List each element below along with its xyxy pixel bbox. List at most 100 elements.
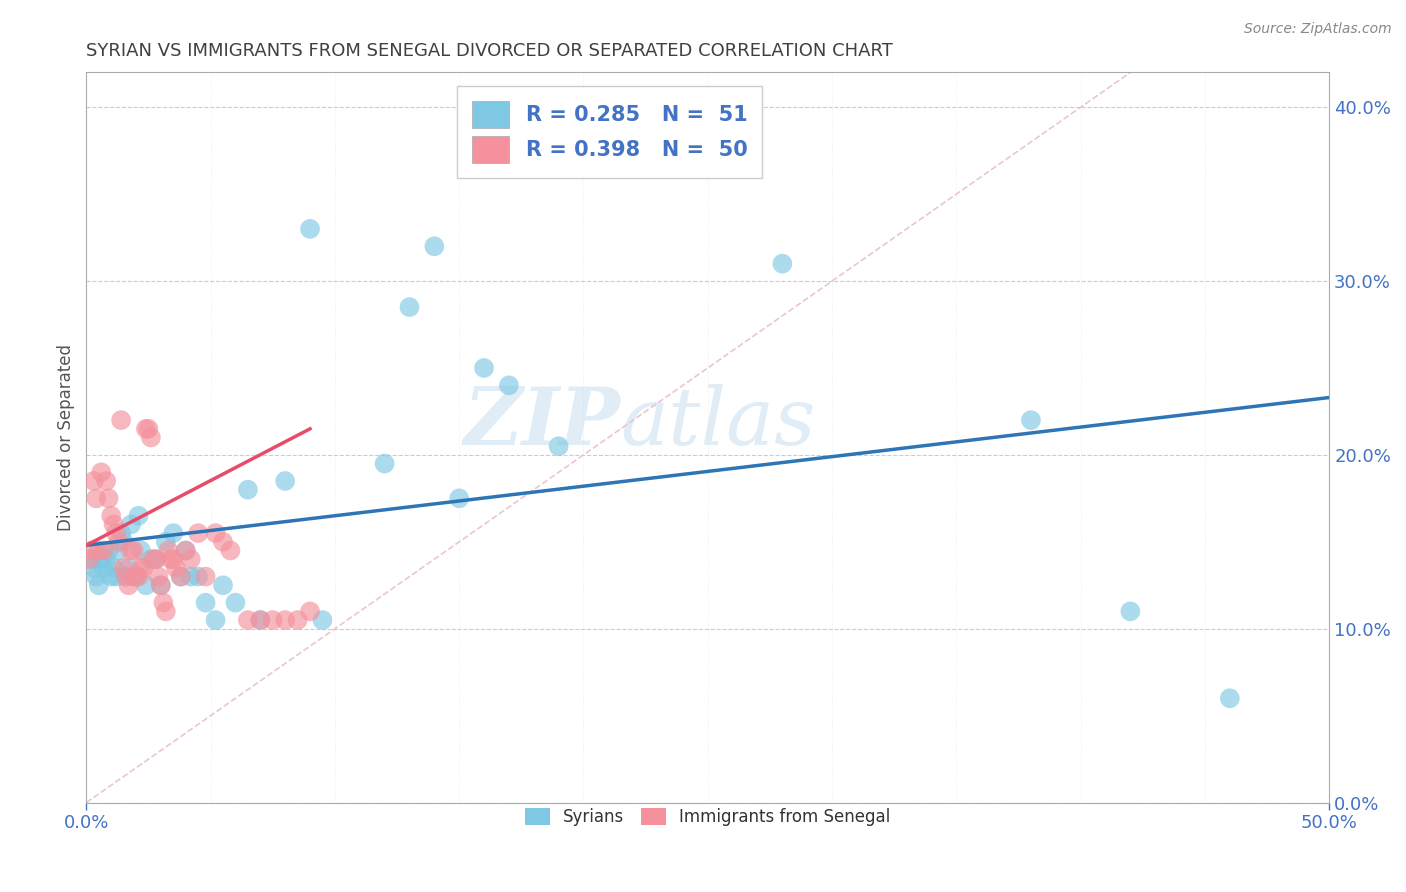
Point — [157, 543, 180, 558]
Point — [249, 613, 271, 627]
Point — [204, 526, 226, 541]
Text: atlas: atlas — [621, 384, 815, 462]
Point — [219, 543, 242, 558]
Point — [122, 543, 145, 558]
Point — [103, 561, 125, 575]
Point — [80, 543, 103, 558]
Point — [135, 578, 157, 592]
Point — [498, 378, 520, 392]
Point — [93, 561, 115, 575]
Point — [162, 552, 184, 566]
Point — [83, 561, 105, 575]
Point — [299, 222, 322, 236]
Point — [139, 430, 162, 444]
Point — [249, 613, 271, 627]
Point — [93, 543, 115, 558]
Point — [138, 422, 160, 436]
Point — [187, 569, 209, 583]
Point — [287, 613, 309, 627]
Point — [96, 474, 118, 488]
Y-axis label: Divorced or Separated: Divorced or Separated — [58, 344, 75, 531]
Point — [87, 543, 110, 558]
Point — [145, 552, 167, 566]
Point — [155, 534, 177, 549]
Point — [128, 508, 150, 523]
Point — [180, 569, 202, 583]
Point — [149, 578, 172, 592]
Point — [159, 552, 181, 566]
Point — [170, 569, 193, 583]
Point — [105, 526, 128, 541]
Point — [105, 569, 128, 583]
Point — [148, 569, 170, 583]
Point — [142, 552, 165, 566]
Point — [120, 543, 142, 558]
Point — [110, 413, 132, 427]
Point — [274, 474, 297, 488]
Point — [120, 517, 142, 532]
Point — [152, 596, 174, 610]
Point — [100, 569, 122, 583]
Point — [87, 578, 110, 592]
Point — [194, 569, 217, 583]
Point — [180, 552, 202, 566]
Point — [299, 604, 322, 618]
Point — [80, 552, 103, 566]
Point — [1119, 604, 1142, 618]
Point — [117, 561, 139, 575]
Point — [117, 578, 139, 592]
Point — [547, 439, 569, 453]
Point — [1219, 691, 1241, 706]
Point — [139, 552, 162, 566]
Point — [187, 526, 209, 541]
Point — [112, 534, 135, 549]
Point — [112, 561, 135, 575]
Point — [90, 465, 112, 479]
Point — [97, 543, 120, 558]
Point — [204, 613, 226, 627]
Point — [224, 596, 246, 610]
Point — [236, 613, 259, 627]
Point — [449, 491, 471, 506]
Point — [423, 239, 446, 253]
Point — [374, 457, 396, 471]
Point — [84, 491, 107, 506]
Point — [122, 569, 145, 583]
Point — [236, 483, 259, 497]
Point — [103, 517, 125, 532]
Point — [311, 613, 333, 627]
Point — [155, 604, 177, 618]
Point — [194, 596, 217, 610]
Point — [212, 534, 235, 549]
Point — [96, 552, 118, 566]
Point — [129, 543, 152, 558]
Point — [107, 543, 129, 558]
Point — [174, 543, 197, 558]
Point — [107, 534, 129, 549]
Point — [149, 578, 172, 592]
Point — [125, 569, 148, 583]
Point — [135, 422, 157, 436]
Text: ZIP: ZIP — [464, 384, 621, 462]
Point — [90, 552, 112, 566]
Point — [100, 508, 122, 523]
Point — [174, 543, 197, 558]
Point — [170, 569, 193, 583]
Point — [770, 257, 793, 271]
Point — [262, 613, 284, 627]
Point — [472, 361, 495, 376]
Point — [165, 561, 187, 575]
Point — [398, 300, 420, 314]
Point — [77, 552, 100, 566]
Point — [84, 569, 107, 583]
Text: Source: ZipAtlas.com: Source: ZipAtlas.com — [1244, 22, 1392, 37]
Point — [1019, 413, 1042, 427]
Point — [125, 569, 148, 583]
Point — [83, 474, 105, 488]
Text: SYRIAN VS IMMIGRANTS FROM SENEGAL DIVORCED OR SEPARATED CORRELATION CHART: SYRIAN VS IMMIGRANTS FROM SENEGAL DIVORC… — [86, 42, 893, 60]
Point — [128, 569, 150, 583]
Point — [115, 569, 138, 583]
Point — [145, 552, 167, 566]
Point — [274, 613, 297, 627]
Point — [110, 526, 132, 541]
